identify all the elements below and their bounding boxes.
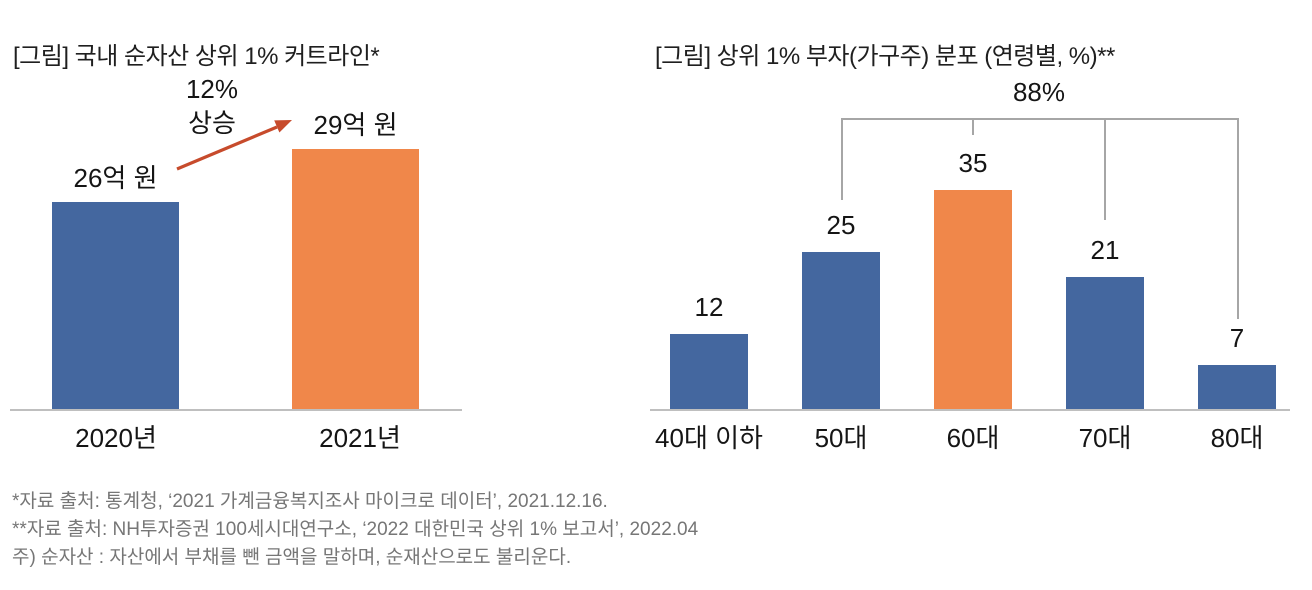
bar-value-label-60s: 35 [958,148,988,178]
bracket-sum-label: 88% [1012,77,1066,107]
bar-50s [802,252,880,409]
bar-column-50s: 25 [802,210,880,409]
footnote-definition: 주) 순자산 : 자산에서 부채를 뺀 금액을 말하며, 순재산으로도 불리운다… [12,547,572,568]
bar-value-label-50s: 25 [826,210,856,240]
bracket-drop-70s [1104,118,1106,220]
growth-annotation-line2: 상승 [188,108,236,138]
bar-value-label-40s-under: 12 [694,292,724,322]
bracket-drop-50s [841,118,843,200]
bar-40s-under [670,334,748,409]
bar-value-label-2020: 26억 원 [73,163,158,193]
bar-2021 [292,149,419,409]
x-tick-2020: 2020년 [75,423,157,453]
footnotes-block: *자료 출처: 통계청, ‘2021 가계금융복지조사 마이크로 데이터’, 2… [12,488,698,572]
right-chart-title: [그림] 상위 1% 부자(가구주) 분포 (연령별, %)** [655,42,1115,70]
bar-column-40s-under: 12 [670,292,748,409]
x-tick-70s: 70대 [1078,423,1132,453]
bar-60s [934,190,1012,409]
bar-80s [1198,365,1276,409]
growth-arrow-icon [176,120,292,171]
x-tick-50s: 50대 [814,423,868,453]
footnote-source-1: *자료 출처: 통계청, ‘2021 가계금융복지조사 마이크로 데이터’, 2… [12,491,608,512]
bar-column-2020: 26억 원 [52,163,179,409]
bar-value-label-70s: 21 [1090,235,1120,265]
x-tick-80s: 80대 [1210,423,1264,453]
x-tick-40s-under: 40대 이하 [655,423,763,453]
left-chart-title: [그림] 국내 순자산 상위 1% 커트라인* [13,42,380,70]
growth-annotation: 12% 상승 [181,72,243,140]
growth-arrow-head [274,120,292,133]
right-x-axis-line [650,409,1290,411]
bar-column-80s: 7 [1198,323,1276,409]
x-tick-60s: 60대 [946,423,1000,453]
bar-column-2021: 29억 원 [292,110,419,409]
bar-value-label-2021: 29억 원 [313,110,398,140]
growth-annotation-line1: 12% [185,74,239,104]
growth-arrow-shaft [176,125,278,171]
bar-2020 [52,202,179,409]
bracket-drop-80s [1237,118,1239,319]
bar-70s [1066,277,1144,409]
bracket-horizontal-line [841,118,1238,120]
x-tick-2021: 2021년 [319,423,401,453]
bar-column-70s: 21 [1066,235,1144,409]
left-x-axis-line [10,409,462,411]
bar-column-60s: 35 [934,148,1012,409]
bar-value-label-80s: 7 [1229,323,1245,353]
bracket-drop-60s [972,118,974,135]
footnote-source-2: **자료 출처: NH투자증권 100세시대연구소, ‘2022 대한민국 상위… [12,519,699,540]
